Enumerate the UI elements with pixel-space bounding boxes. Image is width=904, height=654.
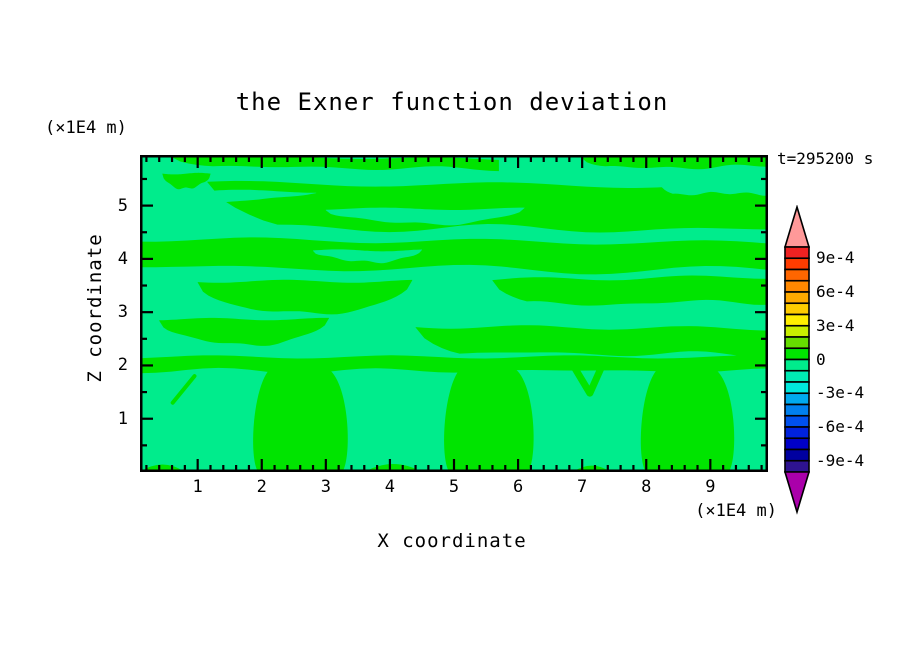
colorbar-svg <box>783 205 811 515</box>
contour-band <box>172 155 499 172</box>
colorbar-segment <box>784 291 810 305</box>
colorbar-segment <box>784 347 810 361</box>
contour-band <box>140 237 768 275</box>
contour-band <box>582 155 768 170</box>
colorbar-segment <box>784 268 810 282</box>
contour-plot-area <box>140 155 768 472</box>
colorbar-segment <box>784 257 810 271</box>
contour-band <box>492 275 768 306</box>
contour-band <box>197 279 413 315</box>
z-axis-title: Z coordinate <box>84 233 106 383</box>
colorbar-tick-label: -9e-4 <box>816 450 865 470</box>
colorbar-under-arrow <box>783 471 811 515</box>
contour-band <box>207 180 768 233</box>
convective-blob <box>640 367 735 472</box>
colorbar-segment <box>784 279 810 293</box>
axis-ticks <box>141 156 767 471</box>
colorbar-segment <box>784 392 810 406</box>
colorbar-over-arrow <box>783 205 811 248</box>
colorbar-tick-label: 6e-4 <box>816 282 855 301</box>
colorbar-tick-label: 0 <box>816 349 826 369</box>
contour-band <box>159 317 329 346</box>
colorbar-segment <box>784 381 810 395</box>
y-tick-label: 4 <box>117 248 128 269</box>
x-tick-label: 6 <box>512 477 524 497</box>
contour-band <box>415 325 768 358</box>
wave-streaks-negative <box>140 180 768 264</box>
x-tick-label: 5 <box>448 477 460 497</box>
colorbar <box>782 205 812 515</box>
y-tick-label: 1 <box>117 408 128 429</box>
colorbar-tick-label: 3e-4 <box>816 315 855 335</box>
plot-frame <box>140 155 768 472</box>
x-axis-unit-label: (×1E4 m) <box>695 501 777 521</box>
colorbar-segment <box>784 313 810 327</box>
time-stamp-label: t=295200 s <box>777 149 874 168</box>
x-tick-label: 2 <box>256 477 267 497</box>
colorbar-segment <box>784 358 810 372</box>
x-tick-label: 4 <box>384 477 396 497</box>
colorbar-segment <box>784 369 810 383</box>
convective-blob <box>253 367 348 472</box>
y-tick-label: 3 <box>117 302 128 323</box>
colorbar-segment <box>784 437 810 451</box>
contour-band <box>162 172 211 190</box>
colorbar-tick-label: -3e-4 <box>816 383 865 403</box>
colorbar-segment <box>784 459 810 473</box>
x-tick-label: 3 <box>320 477 331 497</box>
colorbar-tick-label: -6e-4 <box>816 417 865 436</box>
convective-blobs-positive <box>140 365 735 472</box>
contour-streak <box>140 189 317 215</box>
y-tick-label: 5 <box>117 195 128 216</box>
x-tick-label: 1 <box>192 477 203 497</box>
x-tick-label: 9 <box>705 477 716 497</box>
x-tick-label: 8 <box>641 477 652 497</box>
colorbar-segment <box>784 414 810 428</box>
wave-bands-positive <box>140 155 768 374</box>
colorbar-segment <box>784 336 810 350</box>
x-tick-label: 7 <box>577 477 588 497</box>
sliver-mark <box>170 374 197 405</box>
contour-streak <box>313 249 422 264</box>
colorbar-segment <box>784 448 810 462</box>
z-axis-unit-label: (×1E4 m) <box>45 118 127 138</box>
y-tick-label: 2 <box>117 355 128 376</box>
colorbar-segment <box>784 302 810 316</box>
contour-plot-svg <box>140 155 768 472</box>
convective-blob <box>444 365 534 472</box>
x-axis-title: X coordinate <box>377 530 527 552</box>
v-mark <box>569 360 607 397</box>
colorbar-segment <box>784 324 810 338</box>
colorbar-segment <box>784 403 810 417</box>
colorbar-tick-label: 9e-4 <box>816 248 855 268</box>
colorbar-segment <box>784 246 810 260</box>
contour-streak <box>325 207 525 226</box>
chart-title: the Exner function deviation <box>235 88 669 116</box>
contour-streak <box>659 180 768 196</box>
colorbar-segment <box>784 426 810 440</box>
